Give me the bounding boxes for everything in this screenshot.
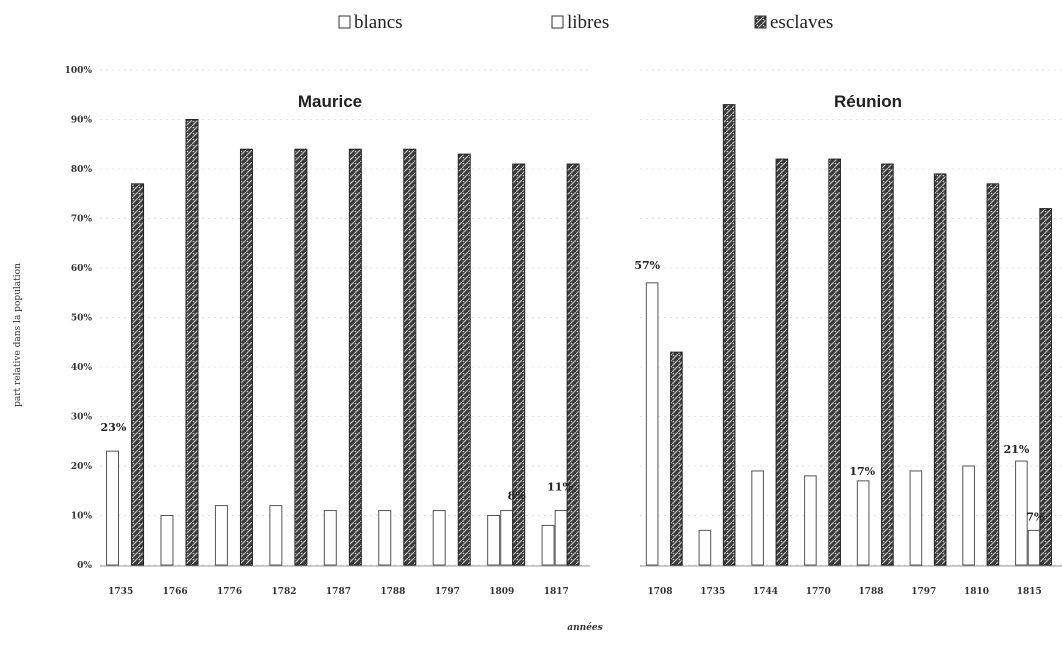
bar-blancs (1015, 460, 1028, 566)
bar-esclaves (185, 119, 199, 566)
x-tick-label: 1797 (911, 587, 936, 597)
bar-esclaves (986, 183, 1000, 566)
bar-blancs (323, 510, 337, 566)
x-tick-label: 1766 (163, 587, 188, 597)
bar-esclaves (775, 158, 789, 566)
bar-blancs (698, 529, 712, 566)
x-tick-label: 1809 (489, 587, 514, 597)
chart-title: Réunion (834, 92, 902, 111)
x-tick-label: 1797 (435, 587, 460, 597)
bar-esclaves (512, 163, 526, 566)
x-tick-label: 1815 (1017, 587, 1042, 597)
legend-swatch-esclaves (754, 15, 767, 29)
bar-blancs (751, 470, 764, 566)
bar-esclaves (881, 163, 894, 566)
x-tick-label: 1735 (108, 587, 133, 597)
bar-blancs (378, 510, 392, 566)
y-tick-label: 100% (65, 66, 93, 76)
legend-label-esclaves: esclaves (770, 12, 833, 33)
bar-blancs (487, 515, 501, 566)
y-tick-label: 40% (71, 363, 93, 373)
legend-label-libres: libres (567, 12, 609, 33)
y-tick-label: 50% (71, 314, 93, 324)
bar-blancs (856, 480, 870, 566)
bar-esclaves (722, 104, 736, 566)
bar-esclaves (670, 351, 683, 566)
y-tick-label: 0% (77, 561, 92, 571)
x-tick-label: 1788 (380, 587, 405, 597)
bar-blancs (804, 475, 817, 566)
legend-label-blancs: blancs (354, 12, 403, 33)
x-tick-label: 1776 (217, 587, 242, 597)
bar-blancs (269, 505, 283, 566)
bar-blancs (541, 524, 555, 566)
x-tick-label: 1744 (753, 587, 778, 597)
x-tick-label: 1810 (964, 587, 989, 597)
bar-esclaves (294, 148, 308, 566)
data-label: 21% (1004, 443, 1030, 456)
y-tick-label: 90% (71, 116, 93, 126)
data-label: 8% (508, 490, 527, 503)
chart-title: Maurice (298, 92, 362, 111)
data-label: 17% (849, 465, 875, 478)
y-tick-label: 60% (71, 264, 93, 274)
x-tick-label: 1708 (648, 587, 673, 597)
bar-esclaves (933, 173, 947, 566)
bar-blancs (962, 465, 975, 566)
bar-esclaves (403, 148, 417, 566)
bar-blancs (645, 282, 659, 566)
x-tick-label: 1787 (326, 587, 351, 597)
data-label: 23% (101, 421, 127, 434)
bar-blancs (214, 505, 228, 566)
y-tick-label: 20% (71, 462, 93, 472)
y-tick-label: 80% (71, 165, 93, 175)
x-tick-label: 1788 (859, 587, 884, 597)
legend-swatch-blancs (338, 15, 351, 29)
x-tick-label: 1817 (544, 587, 569, 597)
bar-blancs (432, 510, 446, 566)
y-tick-label: 30% (71, 413, 93, 423)
data-label: 57% (634, 259, 660, 272)
bar-esclaves (828, 158, 841, 566)
bar-libres (554, 510, 568, 566)
x-tick-label: 1782 (271, 587, 296, 597)
bar-esclaves (131, 183, 145, 566)
x-axis-label: années (567, 622, 602, 633)
bar-esclaves (566, 163, 580, 566)
y-tick-label: 10% (71, 512, 93, 522)
data-label: 7% (1026, 510, 1045, 523)
bar-blancs (909, 470, 923, 566)
bar-esclaves (348, 148, 362, 566)
bar-esclaves (457, 153, 471, 566)
legend-swatch-libres (551, 15, 564, 29)
y-axis-label: part relative dans la population (13, 263, 23, 407)
data-label: 11% (547, 481, 573, 494)
y-tick-label: 70% (71, 215, 93, 225)
bar-blancs (106, 450, 120, 566)
x-tick-label: 1735 (700, 587, 725, 597)
bar-libres (500, 510, 514, 566)
x-tick-label: 1770 (806, 587, 831, 597)
bar-esclaves (239, 148, 253, 566)
bar-libres (1027, 529, 1041, 566)
bar-esclaves (1039, 208, 1052, 566)
bar-blancs (160, 515, 174, 566)
